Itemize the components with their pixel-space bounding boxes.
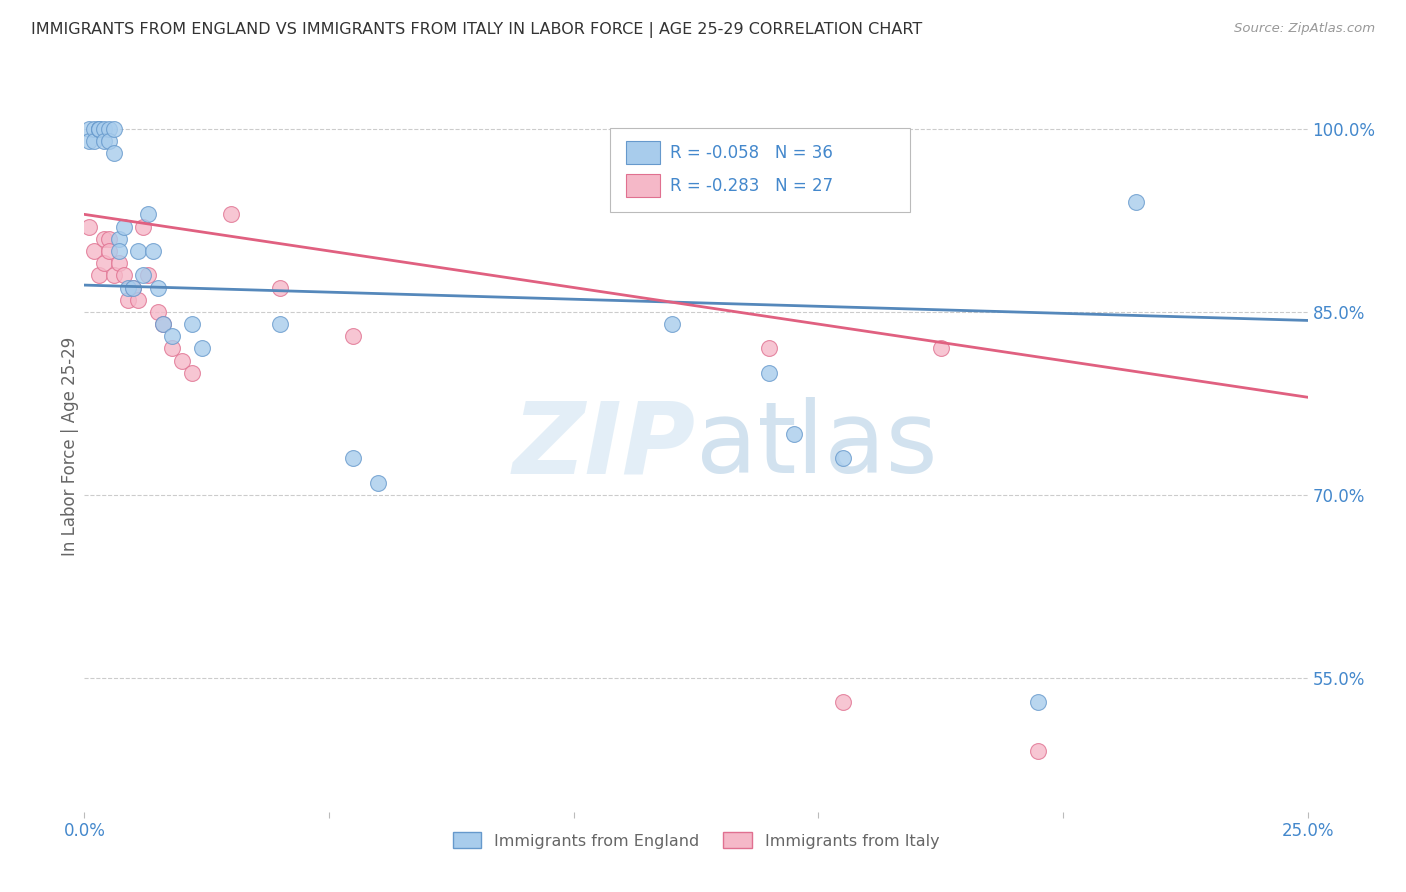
Legend: Immigrants from England, Immigrants from Italy: Immigrants from England, Immigrants from… [446, 826, 946, 855]
Point [122, 280, 145, 294]
Point [107, 244, 129, 258]
Point [152, 317, 174, 331]
Point [87, 122, 110, 136]
Point [146, 280, 169, 294]
Point [83, 244, 105, 258]
Point [77, 134, 100, 148]
Point [93, 232, 115, 246]
Point [87, 268, 110, 283]
Point [269, 280, 291, 294]
Point [77, 122, 100, 136]
Point [107, 232, 129, 246]
Point [181, 366, 204, 380]
Point [77, 219, 100, 234]
Point [107, 256, 129, 270]
Point [97, 134, 120, 148]
Point [758, 342, 780, 356]
Point [97, 244, 120, 258]
Point [172, 353, 194, 368]
Text: ZIP: ZIP [513, 398, 696, 494]
Text: atlas: atlas [696, 398, 938, 494]
Point [93, 134, 115, 148]
Point [127, 293, 149, 307]
Text: IMMIGRANTS FROM ENGLAND VS IMMIGRANTS FROM ITALY IN LABOR FORCE | AGE 25-29 CORR: IMMIGRANTS FROM ENGLAND VS IMMIGRANTS FR… [31, 22, 922, 38]
Point [112, 268, 135, 283]
Point [112, 219, 135, 234]
Point [191, 342, 214, 356]
Point [162, 342, 184, 356]
Point [181, 317, 204, 331]
Point [342, 451, 364, 466]
Point [97, 232, 120, 246]
Point [127, 244, 149, 258]
Point [1028, 695, 1050, 709]
Text: R = -0.058   N = 36: R = -0.058 N = 36 [671, 144, 834, 161]
Point [87, 122, 110, 136]
Point [83, 122, 105, 136]
Point [219, 207, 242, 221]
Point [117, 280, 139, 294]
Point [117, 293, 139, 307]
Point [269, 317, 291, 331]
Text: Source: ZipAtlas.com: Source: ZipAtlas.com [1234, 22, 1375, 36]
Point [136, 207, 159, 221]
Point [1028, 744, 1050, 758]
Point [783, 426, 806, 441]
Point [142, 244, 165, 258]
FancyBboxPatch shape [626, 174, 661, 197]
Point [122, 280, 145, 294]
Point [661, 317, 683, 331]
Point [929, 342, 952, 356]
Point [367, 475, 389, 490]
Point [83, 134, 105, 148]
Point [103, 122, 125, 136]
Point [831, 451, 853, 466]
FancyBboxPatch shape [626, 141, 661, 164]
Point [93, 122, 115, 136]
Point [152, 317, 174, 331]
Point [132, 219, 155, 234]
Point [136, 268, 159, 283]
Text: R = -0.283   N = 27: R = -0.283 N = 27 [671, 177, 834, 194]
Point [146, 305, 169, 319]
Point [1125, 195, 1147, 210]
Point [87, 122, 110, 136]
Point [162, 329, 184, 343]
FancyBboxPatch shape [610, 128, 910, 212]
Point [93, 256, 115, 270]
Point [132, 268, 155, 283]
Point [97, 122, 120, 136]
Point [103, 268, 125, 283]
Point [758, 366, 780, 380]
Point [831, 695, 853, 709]
Point [103, 146, 125, 161]
Point [342, 329, 364, 343]
Y-axis label: In Labor Force | Age 25-29: In Labor Force | Age 25-29 [60, 336, 79, 556]
